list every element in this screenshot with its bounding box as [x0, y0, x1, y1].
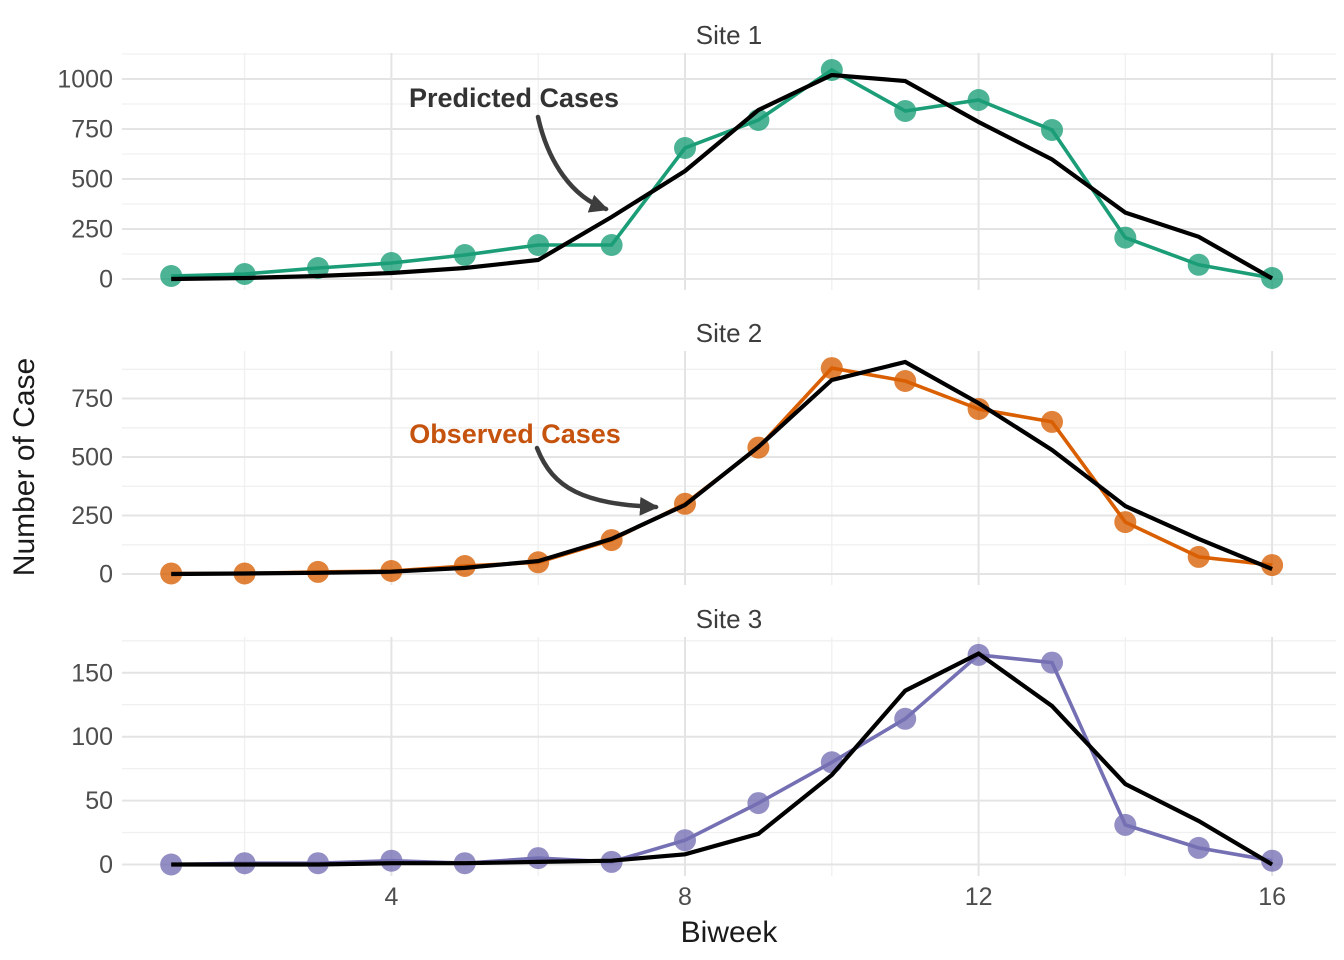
data-point [820, 751, 843, 774]
annotation-text: Predicted Cases [409, 83, 619, 113]
y-tick-label: 500 [71, 444, 113, 472]
predicted-cases-line [171, 72, 1274, 282]
data-point [380, 849, 403, 872]
y-tick-label: 0 [99, 561, 113, 589]
x-tick-label: 16 [1258, 883, 1286, 911]
y-tick-label: 0 [99, 266, 113, 294]
data-point [233, 263, 256, 285]
y-axis-title: Number of Case [8, 358, 41, 576]
y-tick-label: 1000 [57, 66, 113, 94]
data-point [1261, 554, 1284, 577]
y-tick-label: 150 [71, 659, 113, 687]
y-tick-label: 750 [71, 116, 113, 144]
data-point [1187, 545, 1210, 568]
predicted-cases-line [171, 651, 1274, 867]
data-point [1114, 813, 1137, 836]
data-point [1114, 226, 1137, 249]
y-tick-label: 250 [71, 502, 113, 530]
data-point [307, 257, 329, 279]
data-point [1114, 511, 1137, 534]
data-point [674, 829, 696, 852]
data-point [1187, 836, 1210, 859]
data-point [160, 265, 183, 287]
y-tick-label: 50 [85, 787, 113, 815]
data-point [967, 89, 990, 111]
facet-title: Site 3 [696, 604, 763, 634]
x-axis-title: Biweek [681, 916, 779, 949]
data-point [967, 398, 990, 420]
predicted-cases-line [171, 359, 1273, 577]
data-point [380, 252, 403, 274]
annotation-text: Observed Cases [409, 419, 621, 449]
y-tick-label: 500 [71, 166, 113, 194]
data-point [747, 792, 770, 815]
y-tick-label: 750 [71, 385, 113, 413]
data-point [527, 234, 550, 256]
data-point [453, 244, 476, 266]
data-point [1041, 119, 1063, 141]
data-point [894, 370, 917, 392]
data-point [894, 100, 917, 122]
facet-title: Site 1 [696, 20, 763, 50]
data-point [1041, 410, 1063, 433]
y-tick-label: 250 [71, 216, 113, 244]
annotation-arrow [534, 445, 659, 516]
y-tick-label: 0 [99, 851, 113, 879]
data-point [1041, 651, 1063, 674]
annotation-arrow [535, 114, 609, 213]
data-point [674, 137, 696, 159]
data-point [820, 357, 843, 380]
data-point [527, 847, 550, 870]
x-tick-label: 8 [678, 883, 692, 911]
x-tick-label: 4 [384, 883, 398, 911]
data-point [1261, 849, 1284, 872]
data-point [600, 234, 623, 256]
data-point [1187, 253, 1210, 276]
y-tick-label: 100 [71, 723, 113, 751]
data-point [894, 707, 917, 730]
x-tick-label: 12 [965, 883, 993, 911]
facet-title: Site 2 [696, 318, 763, 348]
